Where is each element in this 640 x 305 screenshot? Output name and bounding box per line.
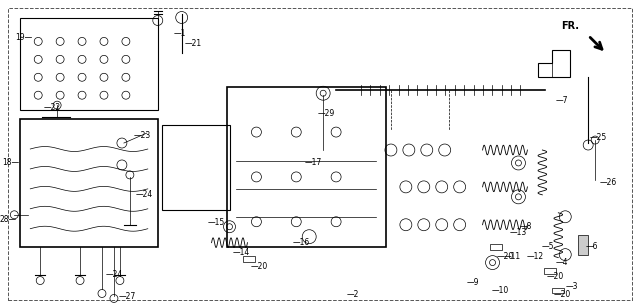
Text: —21: —21 bbox=[185, 39, 202, 48]
Text: —17: —17 bbox=[305, 159, 322, 167]
Bar bbox=[20, 19, 158, 110]
Text: —24: —24 bbox=[135, 190, 152, 199]
Text: —27: —27 bbox=[118, 292, 136, 301]
Text: —16: —16 bbox=[292, 238, 310, 247]
Text: —6: —6 bbox=[586, 242, 598, 251]
Text: —25: —25 bbox=[589, 133, 607, 142]
Text: —7: —7 bbox=[556, 96, 568, 105]
Text: —24: —24 bbox=[106, 270, 122, 279]
Text: —23: —23 bbox=[133, 131, 150, 140]
Text: —15: —15 bbox=[208, 218, 225, 227]
Text: —11: —11 bbox=[504, 252, 521, 261]
Text: —20: —20 bbox=[497, 252, 514, 261]
Bar bbox=[545, 267, 556, 274]
Text: —12: —12 bbox=[527, 252, 544, 261]
Text: 18—: 18— bbox=[2, 159, 19, 167]
Text: —29: —29 bbox=[317, 109, 335, 118]
Text: FR.: FR. bbox=[561, 21, 579, 31]
Bar bbox=[552, 288, 564, 293]
Bar bbox=[20, 119, 158, 247]
Text: —1: —1 bbox=[173, 29, 186, 38]
Bar bbox=[227, 87, 386, 247]
Text: —9: —9 bbox=[467, 278, 479, 287]
Bar bbox=[490, 244, 502, 250]
Text: 19—: 19— bbox=[15, 33, 33, 42]
Text: —20: —20 bbox=[554, 290, 571, 299]
Text: —13: —13 bbox=[510, 228, 527, 237]
Text: —10: —10 bbox=[492, 286, 509, 295]
Text: —2: —2 bbox=[347, 290, 359, 299]
Bar bbox=[162, 125, 230, 210]
Text: —8: —8 bbox=[519, 222, 532, 231]
Text: —20: —20 bbox=[251, 262, 268, 271]
Text: —4: —4 bbox=[556, 258, 568, 267]
Text: 28—: 28— bbox=[0, 215, 17, 224]
Text: —14: —14 bbox=[233, 248, 250, 257]
Bar bbox=[243, 256, 255, 262]
Text: —20: —20 bbox=[547, 272, 564, 281]
Text: —3: —3 bbox=[566, 282, 579, 291]
Text: —26: —26 bbox=[600, 178, 617, 187]
Text: —22: —22 bbox=[44, 103, 61, 112]
Bar bbox=[578, 235, 588, 255]
Text: —5: —5 bbox=[542, 242, 555, 251]
